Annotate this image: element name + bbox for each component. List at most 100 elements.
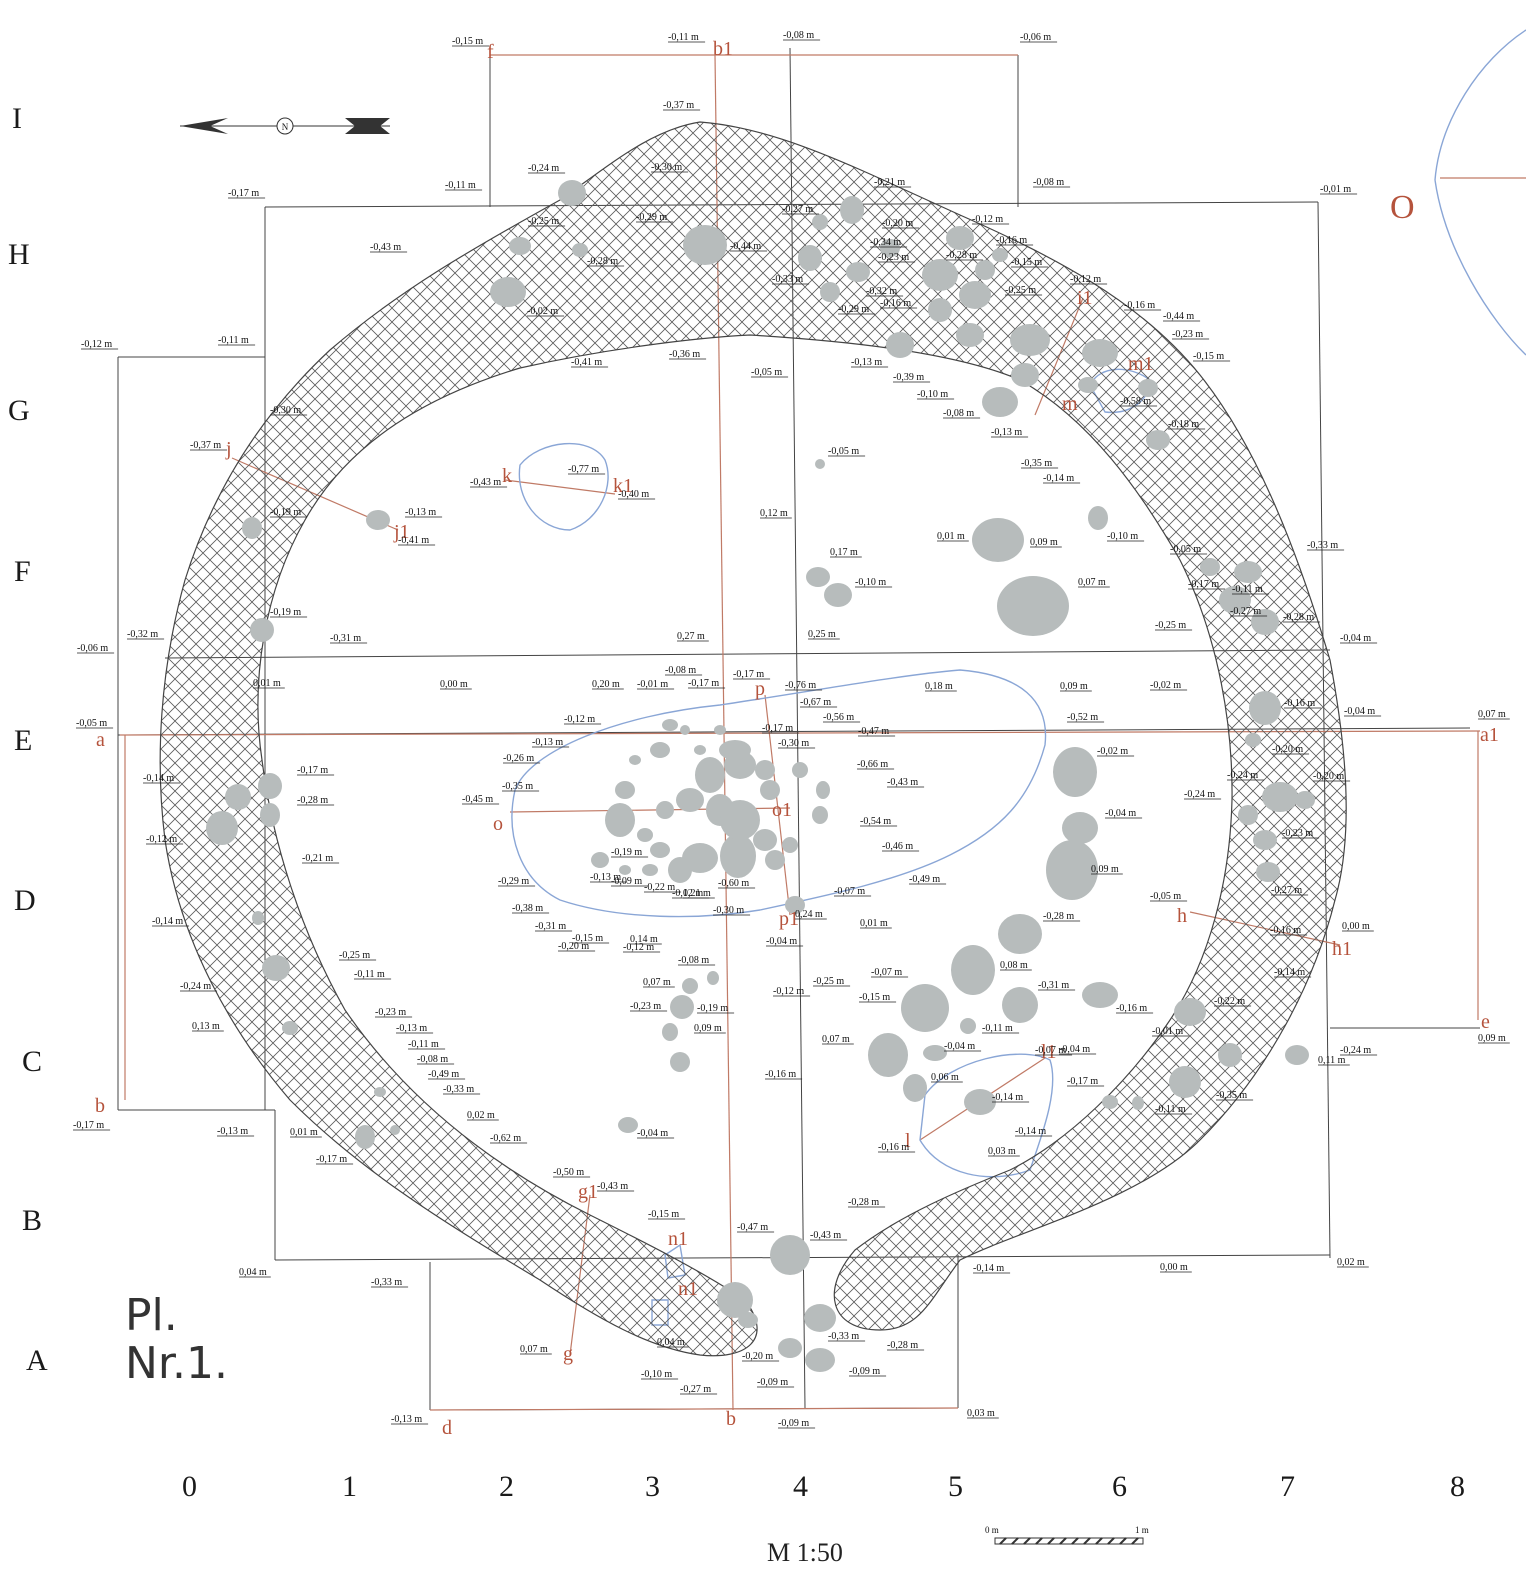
level-label: -0,56 m — [823, 712, 854, 723]
level-label: -0,17 m — [228, 188, 259, 199]
column-label-8: 8 — [1450, 1470, 1465, 1503]
level-label: -0,49 m — [428, 1069, 459, 1080]
stone — [682, 843, 718, 873]
level-label: -0,20 m — [1272, 744, 1303, 755]
stone — [782, 837, 798, 853]
north-arrow-icon: N — [180, 117, 390, 135]
stone — [975, 260, 995, 280]
stone — [1146, 430, 1170, 450]
level-label: -0,06 m — [77, 643, 108, 654]
level-label: 0,07 m — [1478, 709, 1506, 720]
section-letter: e — [1481, 1011, 1490, 1033]
section-letter: o1 — [772, 799, 792, 821]
level-label: -0,13 m — [391, 1414, 422, 1425]
section-letter: n1 — [678, 1278, 698, 1300]
stone — [1253, 830, 1277, 850]
stone — [282, 1021, 298, 1035]
level-label: -0,25 m — [1005, 285, 1036, 296]
stone — [923, 1045, 947, 1061]
level-label: -0,05 m — [751, 367, 782, 378]
level-label: -0,41 m — [398, 535, 429, 546]
level-label: -0,23 m — [630, 1001, 661, 1012]
level-label: -0,33 m — [371, 1277, 402, 1288]
stone — [1174, 998, 1206, 1026]
row-label-E: E — [14, 724, 33, 757]
stone — [755, 760, 775, 780]
level-label: -0,13 m — [991, 427, 1022, 438]
level-label: -0,16 m — [878, 1142, 909, 1153]
section-letter: h1 — [1332, 938, 1352, 960]
stone — [1200, 558, 1220, 576]
column-label-1: 1 — [342, 1470, 357, 1503]
section-letter: j — [225, 438, 232, 460]
section-letter: g1 — [578, 1181, 598, 1203]
level-label: -0,36 m — [669, 349, 700, 360]
scale-end: 1 m — [1135, 1525, 1149, 1535]
level-label: -0,21 m — [302, 853, 333, 864]
level-label: -0,45 m — [462, 794, 493, 805]
section-letter: a1 — [1480, 724, 1499, 746]
level-label: -0,35 m — [1216, 1090, 1247, 1101]
stone — [605, 803, 635, 837]
stone — [390, 1125, 400, 1135]
level-label: -0,17 m — [1067, 1076, 1098, 1087]
stone — [982, 387, 1018, 417]
level-label: -0,04 m — [1344, 706, 1375, 717]
stone — [242, 517, 262, 539]
level-label: -0,12 m — [1070, 274, 1101, 285]
level-label: -0,54 m — [860, 816, 891, 827]
level-label: 0,03 m — [967, 1408, 995, 1419]
stone — [928, 298, 952, 322]
level-label: -0,37 m — [663, 100, 694, 111]
level-label: 0,02 m — [467, 1110, 495, 1121]
row-label-D: D — [14, 884, 36, 917]
level-label: -0,30 m — [270, 405, 301, 416]
row-label-I: I — [12, 102, 22, 135]
stone — [629, 755, 641, 765]
column-label-6: 6 — [1112, 1470, 1127, 1503]
level-label: -0,25 m — [813, 976, 844, 987]
level-label: 0,11 m — [1318, 1055, 1346, 1066]
stone — [765, 850, 785, 870]
stone — [868, 1033, 908, 1077]
stone — [997, 576, 1069, 636]
level-label: 0,09 m — [1478, 1033, 1506, 1044]
stone — [1295, 791, 1315, 809]
level-label: -0,27 m — [680, 1384, 711, 1395]
level-label: 0,09 m — [1091, 864, 1119, 875]
stone — [946, 226, 974, 250]
stone — [1238, 805, 1258, 825]
level-label: -0,32 m — [127, 629, 158, 640]
level-label: -0,07 m — [871, 967, 902, 978]
level-label: 0,07 m — [643, 977, 671, 988]
level-label: -0,14 m — [1015, 1126, 1046, 1137]
level-label: -0,13 m — [532, 737, 563, 748]
level-label: -0,28 m — [587, 256, 618, 267]
stone — [720, 834, 756, 878]
level-label: 0,14 m — [630, 934, 658, 945]
stone — [1082, 982, 1118, 1008]
scale-label: M 1:50 — [767, 1538, 843, 1567]
stone — [901, 984, 949, 1032]
level-label: -0,58 m — [1120, 396, 1151, 407]
level-label: -0,13 m — [590, 872, 621, 883]
level-label: -0,13 m — [405, 507, 436, 518]
section-letter: f — [487, 41, 494, 63]
stone — [840, 196, 864, 224]
level-label: -0,02 m — [1097, 746, 1128, 757]
level-label: -0,09 m — [611, 876, 642, 887]
stone — [619, 865, 631, 875]
level-label: -0,14 m — [152, 916, 183, 927]
level-label: -0,09 m — [849, 1366, 880, 1377]
column-label-5: 5 — [948, 1470, 963, 1503]
level-label: -0,28 m — [1283, 612, 1314, 623]
level-label: -0,43 m — [597, 1181, 628, 1192]
stone — [572, 243, 588, 257]
level-label: -0,20 m — [742, 1351, 773, 1362]
level-label: -0,76 m — [785, 680, 816, 691]
level-label: -0,01 m — [637, 679, 668, 690]
level-label: -0,17 m — [762, 723, 793, 734]
level-label: -0,29 m — [838, 304, 869, 315]
stone — [717, 1282, 753, 1318]
